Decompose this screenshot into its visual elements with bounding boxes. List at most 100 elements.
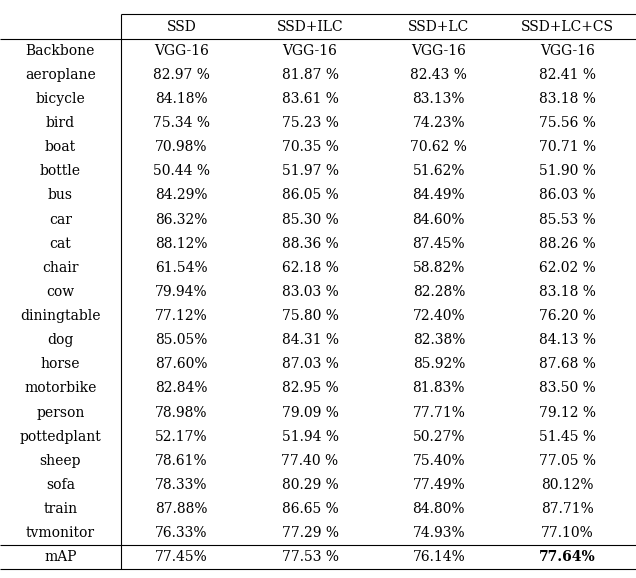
Text: cat: cat (50, 236, 71, 251)
Text: 78.98%: 78.98% (155, 406, 207, 420)
Text: 76.14%: 76.14% (413, 550, 465, 564)
Text: 87.88%: 87.88% (155, 502, 207, 516)
Text: 88.26 %: 88.26 % (539, 236, 596, 251)
Text: aeroplane: aeroplane (25, 68, 96, 81)
Text: 83.18 %: 83.18 % (539, 92, 596, 106)
Text: 75.56 %: 75.56 % (539, 116, 596, 130)
Text: person: person (36, 406, 85, 420)
Text: 86.05 %: 86.05 % (282, 188, 338, 202)
Text: 77.05 %: 77.05 % (539, 454, 596, 468)
Text: 84.60%: 84.60% (413, 213, 465, 227)
Text: bicycle: bicycle (36, 92, 85, 106)
Text: 78.61%: 78.61% (155, 454, 207, 468)
Text: 76.20 %: 76.20 % (539, 309, 596, 323)
Text: 82.95 %: 82.95 % (282, 381, 338, 395)
Text: 87.68 %: 87.68 % (539, 357, 596, 371)
Text: 87.45%: 87.45% (413, 236, 465, 251)
Text: 79.12 %: 79.12 % (539, 406, 596, 420)
Text: 81.87 %: 81.87 % (282, 68, 338, 81)
Text: sofa: sofa (46, 478, 75, 492)
Text: 85.92%: 85.92% (413, 357, 465, 371)
Text: 86.65 %: 86.65 % (282, 502, 338, 516)
Text: 83.03 %: 83.03 % (282, 285, 338, 299)
Text: 62.18 %: 62.18 % (282, 261, 338, 275)
Text: 51.90 %: 51.90 % (539, 164, 596, 178)
Text: 77.12%: 77.12% (155, 309, 207, 323)
Text: chair: chair (42, 261, 79, 275)
Text: 62.02 %: 62.02 % (539, 261, 596, 275)
Text: boat: boat (45, 140, 76, 154)
Text: 77.64%: 77.64% (539, 550, 596, 564)
Text: 51.45 %: 51.45 % (539, 429, 596, 444)
Text: sheep: sheep (39, 454, 81, 468)
Text: 70.71 %: 70.71 % (539, 140, 596, 154)
Text: 86.03 %: 86.03 % (539, 188, 596, 202)
Text: motorbike: motorbike (24, 381, 97, 395)
Text: SSD+LC: SSD+LC (408, 20, 469, 34)
Text: horse: horse (41, 357, 80, 371)
Text: 70.35 %: 70.35 % (282, 140, 338, 154)
Text: 74.23%: 74.23% (413, 116, 465, 130)
Text: SSD+ILC: SSD+ILC (277, 20, 343, 34)
Text: 84.31 %: 84.31 % (282, 333, 338, 347)
Text: 86.32%: 86.32% (155, 213, 207, 227)
Text: 84.13 %: 84.13 % (539, 333, 596, 347)
Text: VGG-16: VGG-16 (540, 43, 595, 58)
Text: SSD: SSD (167, 20, 196, 34)
Text: 82.43 %: 82.43 % (410, 68, 467, 81)
Text: 83.50 %: 83.50 % (539, 381, 596, 395)
Text: VGG-16: VGG-16 (282, 43, 338, 58)
Text: bird: bird (46, 116, 75, 130)
Text: 58.82%: 58.82% (413, 261, 465, 275)
Text: VGG-16: VGG-16 (154, 43, 209, 58)
Text: 79.94%: 79.94% (155, 285, 207, 299)
Text: 75.34 %: 75.34 % (153, 116, 210, 130)
Text: 87.03 %: 87.03 % (282, 357, 338, 371)
Text: mAP: mAP (44, 550, 77, 564)
Text: 82.28%: 82.28% (413, 285, 465, 299)
Text: pottedplant: pottedplant (20, 429, 101, 444)
Text: 83.61 %: 83.61 % (282, 92, 338, 106)
Text: 74.93%: 74.93% (413, 526, 465, 540)
Text: 51.97 %: 51.97 % (282, 164, 338, 178)
Text: 85.30 %: 85.30 % (282, 213, 338, 227)
Text: 82.41 %: 82.41 % (539, 68, 596, 81)
Text: 84.80%: 84.80% (413, 502, 465, 516)
Text: VGG-16: VGG-16 (411, 43, 466, 58)
Text: bottle: bottle (40, 164, 81, 178)
Text: 77.29 %: 77.29 % (282, 526, 338, 540)
Text: 50.44 %: 50.44 % (153, 164, 210, 178)
Text: 88.12%: 88.12% (155, 236, 207, 251)
Text: Backbone: Backbone (25, 43, 95, 58)
Text: 77.49%: 77.49% (413, 478, 465, 492)
Text: 85.53 %: 85.53 % (539, 213, 596, 227)
Text: 70.98%: 70.98% (155, 140, 207, 154)
Text: 84.18%: 84.18% (155, 92, 207, 106)
Text: 87.71%: 87.71% (541, 502, 594, 516)
Text: 84.49%: 84.49% (413, 188, 465, 202)
Text: 82.84%: 82.84% (155, 381, 207, 395)
Text: 81.83%: 81.83% (413, 381, 465, 395)
Text: car: car (49, 213, 72, 227)
Text: 76.33%: 76.33% (155, 526, 207, 540)
Text: 82.38%: 82.38% (413, 333, 465, 347)
Text: 77.53 %: 77.53 % (282, 550, 338, 564)
Text: 87.60%: 87.60% (155, 357, 207, 371)
Text: 79.09 %: 79.09 % (282, 406, 338, 420)
Text: 77.40 %: 77.40 % (282, 454, 338, 468)
Text: 72.40%: 72.40% (413, 309, 465, 323)
Text: 80.12%: 80.12% (541, 478, 594, 492)
Text: 51.94 %: 51.94 % (282, 429, 338, 444)
Text: 83.13%: 83.13% (413, 92, 465, 106)
Text: 61.54%: 61.54% (155, 261, 207, 275)
Text: 70.62 %: 70.62 % (410, 140, 467, 154)
Text: SSD+LC+CS: SSD+LC+CS (521, 20, 614, 34)
Text: 78.33%: 78.33% (155, 478, 207, 492)
Text: 77.10%: 77.10% (541, 526, 594, 540)
Text: 82.97 %: 82.97 % (153, 68, 210, 81)
Text: diningtable: diningtable (20, 309, 100, 323)
Text: 83.18 %: 83.18 % (539, 285, 596, 299)
Text: train: train (43, 502, 78, 516)
Text: 88.36 %: 88.36 % (282, 236, 338, 251)
Text: bus: bus (48, 188, 73, 202)
